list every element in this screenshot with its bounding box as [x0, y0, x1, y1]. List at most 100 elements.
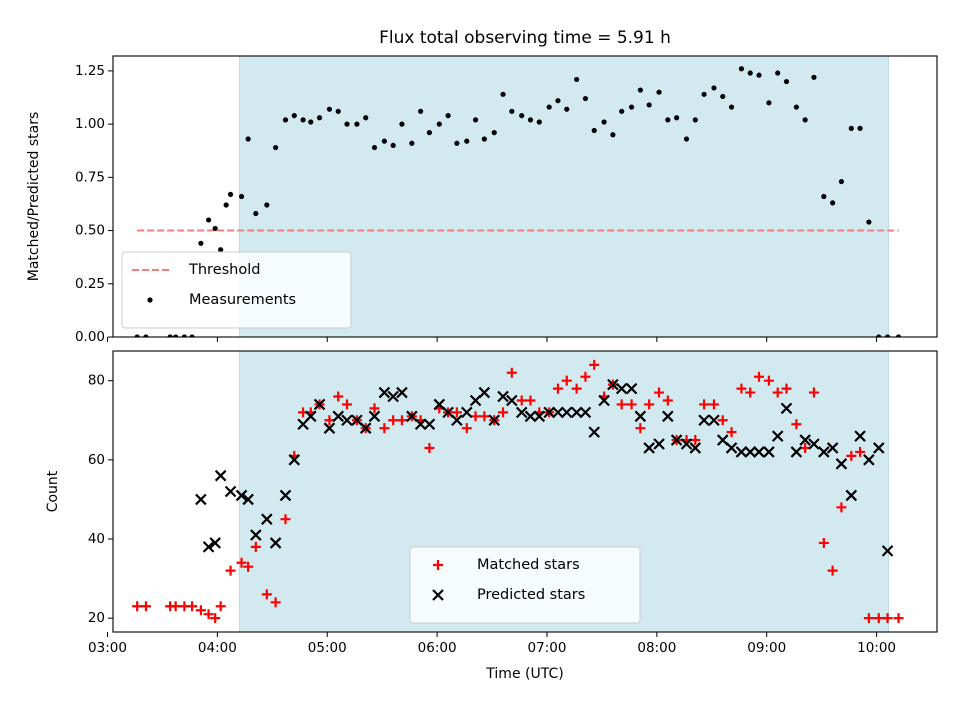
bottom-panel: 20 40 60 80 03:00 04:00 05:00 06:00 07:00 08:00 09… [45, 350, 938, 682]
data-point [498, 407, 509, 418]
data-point [699, 399, 710, 410]
data-point [323, 422, 336, 434]
y-axis-label: Count [45, 470, 61, 512]
data-point [876, 334, 882, 337]
data-point [533, 410, 546, 423]
legend-marker [433, 560, 443, 570]
data-point [735, 446, 748, 458]
data-point [736, 383, 747, 394]
data-point [506, 367, 517, 378]
data-point [574, 76, 580, 83]
data-point [881, 545, 894, 557]
data-point [555, 98, 561, 104]
data-point [481, 136, 487, 142]
data-point [783, 78, 790, 85]
y-tick-label: 60 [88, 452, 105, 468]
data-point [195, 493, 207, 506]
data-point [187, 601, 198, 612]
data-point [790, 446, 803, 458]
axes-frame [112, 55, 938, 338]
data-point [227, 191, 234, 197]
data-point [515, 406, 528, 419]
data-point [692, 117, 698, 123]
data-point [132, 601, 143, 612]
data-point [701, 91, 707, 97]
data-point [747, 70, 753, 76]
data-point [332, 410, 345, 423]
data-point [771, 430, 784, 442]
data-point [209, 537, 221, 549]
data-point [396, 415, 407, 426]
legend: Matched stars Predicted stars [409, 546, 641, 624]
data-point [628, 104, 635, 110]
data-point [497, 390, 509, 403]
data-point [836, 502, 847, 513]
y-tick-label: 1.25 [75, 63, 105, 79]
data-point [342, 399, 353, 410]
data-point [387, 390, 399, 403]
data-point [270, 597, 281, 608]
data-point [546, 104, 552, 110]
data-point [335, 108, 341, 114]
data-point [763, 375, 774, 386]
data-point [872, 442, 885, 454]
data-point [215, 601, 226, 612]
data-point [344, 121, 350, 127]
axes-frame [112, 350, 938, 633]
data-point [662, 395, 673, 406]
data-point [615, 382, 628, 395]
data-point [601, 119, 607, 125]
data-point [198, 240, 204, 246]
data-point [454, 140, 460, 146]
legend-marker [432, 589, 444, 601]
data-point [619, 108, 625, 114]
series-measurements [134, 66, 902, 337]
data-point [479, 411, 490, 422]
data-point [653, 438, 665, 450]
data-point [140, 601, 151, 612]
x-tick-label: 06:00 [418, 640, 457, 656]
data-point [371, 144, 378, 151]
data-point [478, 386, 491, 399]
data-point [763, 446, 775, 458]
data-point [238, 193, 245, 200]
data-point [781, 383, 792, 394]
data-point [304, 410, 317, 423]
data-point [808, 387, 819, 398]
y-tick-label: 40 [88, 531, 105, 547]
data-point [461, 423, 472, 434]
data-point [433, 398, 446, 411]
data-point [570, 406, 583, 419]
data-point [866, 219, 872, 225]
data-point [893, 613, 904, 624]
data-point [726, 427, 737, 438]
data-point [766, 100, 772, 106]
data-point [488, 414, 501, 427]
data-point [689, 442, 702, 454]
data-point [654, 387, 665, 398]
legend-box [121, 251, 352, 329]
data-point [863, 613, 874, 624]
legend-label: Threshold [188, 262, 260, 278]
data-point [873, 613, 884, 624]
top-panel: 0.00 0.25 0.50 0.75 1.00 1.25 Flux total obser… [26, 28, 938, 345]
data-point [460, 406, 473, 419]
data-point [656, 89, 662, 95]
data-point [818, 446, 830, 458]
data-point [472, 117, 479, 123]
data-point [313, 398, 326, 411]
data-point [848, 125, 854, 131]
data-point [637, 87, 643, 93]
x-tick-label: 04:00 [198, 640, 237, 656]
data-point [811, 74, 817, 80]
legend-box [409, 546, 641, 624]
data-point [399, 121, 405, 127]
data-point [646, 102, 652, 108]
data-point [205, 217, 212, 223]
data-point [396, 386, 408, 399]
data-point [409, 140, 415, 146]
data-point [509, 108, 515, 114]
data-point [491, 130, 497, 136]
data-point [725, 442, 738, 454]
data-point [821, 193, 827, 200]
